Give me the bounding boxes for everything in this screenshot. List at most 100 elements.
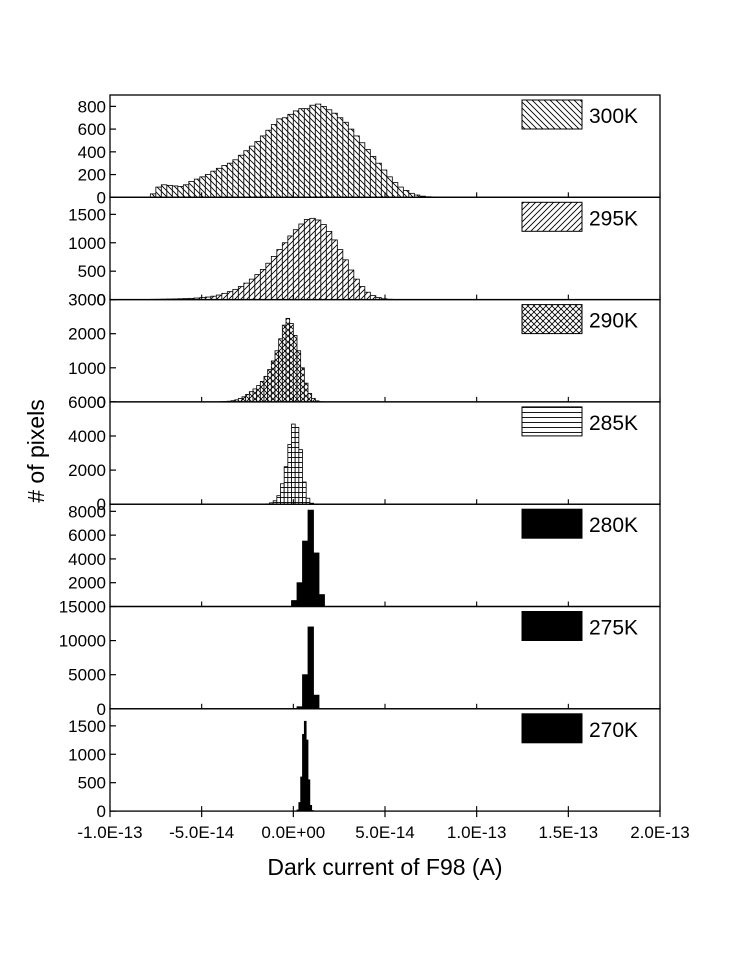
bar-295K-26	[292, 229, 300, 301]
bar-295K-28	[303, 219, 311, 300]
legend-285K: 285K	[521, 406, 638, 437]
bar-285K-10	[302, 481, 307, 505]
x-tick-label-6: 2.0E-13	[630, 823, 690, 842]
bar-300K-28	[303, 108, 311, 198]
y-tick-label-300K-800: 800	[78, 97, 106, 116]
legend-270K: 270K	[521, 713, 638, 744]
bar-300K-36	[347, 128, 355, 198]
x-tick-label-2: 0.0E+00	[261, 823, 325, 842]
bar-295K-38	[358, 286, 366, 300]
y-tick-label-275K-15000: 15000	[59, 598, 106, 617]
bar-290K-20	[292, 335, 298, 403]
panel-290K: 0 1000 2000 3000 290K	[68, 291, 661, 412]
bar-295K-20	[259, 269, 267, 301]
y-tick-label-280K-2000: 2000	[68, 574, 106, 593]
bar-295K-29	[309, 217, 316, 300]
y-tick-label-280K-4000: 4000	[68, 550, 106, 569]
bar-300K-23	[276, 118, 283, 198]
panel-275K: 0 5000 10000 15000 275K	[59, 598, 661, 719]
y-tick-label-300K-600: 600	[78, 120, 106, 139]
legend-swatch-275K	[521, 611, 583, 641]
bar-290K-6	[241, 396, 247, 403]
legend-label-285K: 285K	[589, 412, 638, 435]
bar-300K-45	[397, 186, 404, 198]
bar-295K-39	[364, 291, 371, 300]
bar-290K-16	[278, 338, 283, 403]
bar-300K-26	[292, 110, 300, 198]
y-tick-label-290K-0: 0	[97, 393, 106, 412]
bar-285K-11	[305, 497, 311, 505]
bar-285K-9	[298, 449, 303, 505]
bar-295K-22	[270, 256, 278, 301]
y-tick-label-295K-1500: 1500	[68, 205, 106, 224]
bar-295K-33	[331, 239, 338, 301]
y-tick-label-295K-1000: 1000	[68, 234, 106, 253]
x-axis-title: Dark current of F98 (A)	[267, 854, 502, 880]
bar-295K-31	[320, 224, 327, 300]
bar-300K-46	[402, 190, 410, 198]
bar-300K-2	[160, 184, 168, 198]
bar-300K-44	[391, 182, 399, 198]
bar-300K-3	[166, 184, 173, 198]
bar-300K-15	[232, 159, 239, 198]
bar-300K-41	[375, 162, 382, 198]
bar-300K-12	[215, 167, 223, 198]
panel-280K: 2000 4000 6000 8000 280K	[68, 502, 661, 608]
y-tick-label-285K-2000: 2000	[68, 461, 106, 480]
bar-295K-15	[232, 288, 239, 300]
legend-label-290K: 290K	[589, 310, 638, 333]
y-tick-label-290K-2000: 2000	[68, 325, 106, 344]
bar-275K-2	[307, 626, 314, 710]
bar-295K-30	[314, 219, 322, 300]
bar-290K-22	[300, 367, 305, 403]
legend-290K: 290K	[521, 304, 638, 335]
bar-285K-7	[291, 423, 296, 505]
bar-285K-4	[280, 483, 285, 505]
y-tick-label-290K-3000: 3000	[68, 291, 106, 310]
bar-300K-8	[193, 178, 201, 198]
bar-300K-20	[259, 135, 267, 198]
y-axis-title: # of pixels	[23, 399, 49, 503]
bar-290K-17	[281, 324, 287, 403]
bar-300K-13	[221, 165, 228, 198]
bar-290K-19	[289, 323, 294, 403]
legend-label-300K: 300K	[589, 105, 638, 128]
panel-300K: 0 200 400 600 800 300K	[78, 94, 661, 207]
bar-290K-11	[259, 381, 265, 403]
bar-300K-6	[182, 184, 190, 198]
bar-290K-21	[296, 350, 302, 403]
panels-layer: 0 200 400 600 800 300K 0 500 1000 1500 295K 0 1000 20…	[59, 94, 661, 821]
y-tick-label-280K-8000: 8000	[68, 502, 106, 521]
bar-285K-6	[287, 444, 292, 505]
y-tick-label-270K-0: 0	[97, 802, 106, 821]
y-tick-label-295K-0: 0	[97, 291, 106, 310]
legend-label-295K: 295K	[589, 207, 638, 230]
y-tick-label-270K-1000: 1000	[68, 745, 106, 764]
x-tick-label-1: -5.0E-14	[169, 823, 234, 842]
bar-300K-29	[309, 104, 316, 198]
bar-280K-0	[291, 600, 298, 607]
bar-285K-5	[283, 466, 289, 505]
panel-270K: 0 500 1000 1500 270K	[68, 708, 661, 821]
bar-290K-9	[252, 388, 258, 403]
legend-swatch-295K	[521, 201, 583, 232]
x-tick-label-4: 1.0E-13	[447, 823, 507, 842]
bar-295K-17	[243, 282, 250, 300]
bar-280K-5	[318, 594, 325, 607]
bar-295K-24	[281, 242, 289, 301]
bar-295K-19	[254, 274, 261, 300]
bar-300K-25	[287, 113, 294, 198]
bar-300K-1	[155, 186, 162, 198]
bar-300K-10	[204, 174, 212, 198]
legend-label-275K: 275K	[589, 617, 638, 640]
x-tick-label-3: 5.0E-14	[355, 823, 415, 842]
y-tick-label-290K-1000: 1000	[68, 359, 106, 378]
bar-300K-5	[177, 186, 184, 198]
bar-295K-14	[226, 291, 234, 301]
legend-280K: 280K	[521, 508, 638, 539]
panel-285K: 0 2000 4000 6000 285K	[68, 393, 661, 514]
bar-290K-14	[270, 360, 276, 403]
x-tick-label-5: 1.5E-13	[539, 823, 599, 842]
bar-300K-16	[237, 154, 245, 198]
